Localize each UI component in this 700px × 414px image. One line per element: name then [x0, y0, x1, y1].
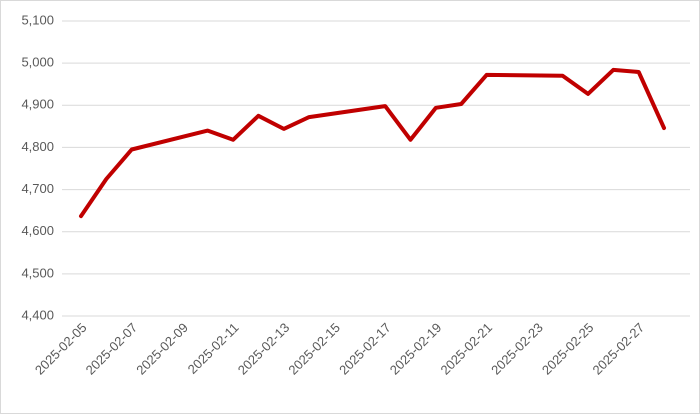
y-tick-label: 4,800	[21, 139, 54, 154]
y-tick-label: 4,600	[21, 223, 54, 238]
series-line	[79, 67, 666, 219]
y-tick-label: 4,400	[21, 307, 54, 322]
y-tick-label: 5,100	[21, 12, 54, 27]
y-tick-label: 4,500	[21, 265, 54, 280]
y-tick-label: 4,900	[21, 97, 54, 112]
y-tick-label: 5,000	[21, 55, 54, 70]
y-tick-label: 4,700	[21, 181, 54, 196]
